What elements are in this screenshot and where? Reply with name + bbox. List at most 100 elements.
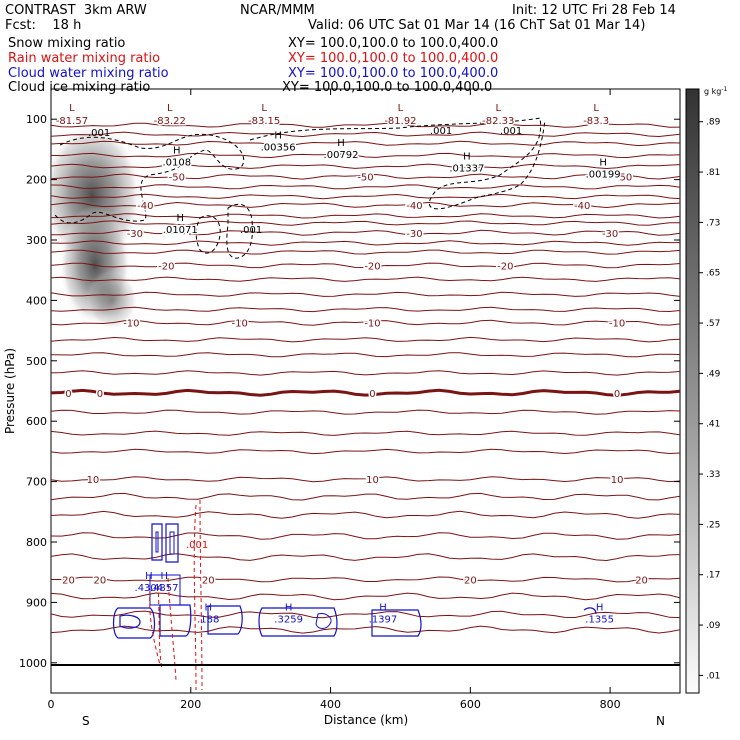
y-tick-label: 900 (26, 596, 47, 609)
y-tick-label: 800 (26, 536, 47, 549)
colorbar (685, 88, 700, 694)
field-name-cloud-ice: Cloud ice mixing ratio (8, 80, 151, 95)
cloud-water-max-value: .1397 (369, 615, 398, 626)
colorbar-tick-label: .41 (706, 420, 720, 430)
temperature-min-marker: L (495, 103, 501, 114)
field-xy-rain: XY= 100.0,100.0 to 100.0,400.0 (288, 51, 499, 66)
isotherm-label: -10 (232, 319, 248, 330)
colorbar-tick-label: .57 (706, 319, 720, 329)
cloud-ice-max-marker: H (177, 213, 185, 224)
temperature-min-value: -81.92 (384, 116, 416, 127)
cloud-ice-contour (226, 203, 253, 259)
isotherm-line (51, 409, 680, 415)
field-name-cloud-water: Cloud water mixing ratio (8, 66, 169, 81)
cloud-water-max-value: .1355 (585, 615, 614, 626)
x-tick-label: 200 (180, 698, 201, 711)
cloud-water-contour (207, 605, 243, 635)
colorbar-tick-label: .17 (706, 571, 720, 581)
south-end-label: S (82, 714, 90, 728)
rain-contour-label: .001 (186, 540, 208, 551)
isotherm-label: 20 (635, 575, 648, 586)
isotherm-label: -20 (497, 261, 513, 272)
isotherm-label: -20 (158, 261, 174, 272)
valid-time: Valid: 06 UTC Sat 01 Mar 14 (16 ChT Sat … (308, 18, 646, 33)
temperature-min-marker: L (261, 103, 267, 114)
rain-contour (157, 585, 163, 671)
cloud-ice-contour-label: .001 (88, 128, 110, 139)
y-tick-label: 100 (26, 113, 47, 126)
rain-contour (149, 589, 161, 666)
cloud-water-max-marker: H (379, 603, 387, 614)
isotherm-label: 20 (62, 575, 75, 586)
y-tick-label: 600 (26, 415, 47, 428)
rain-contour (199, 499, 203, 691)
cloud-ice-max-marker: H (463, 152, 471, 163)
cloud-water-max-marker: H (285, 603, 293, 614)
isotherm-line (51, 476, 680, 483)
isotherm-label: -50 (357, 173, 373, 184)
y-tick-label: 400 (26, 294, 47, 307)
isotherm-line (51, 592, 680, 601)
cloud-ice-max-marker: H (599, 158, 607, 169)
isotherm-label: -20 (364, 261, 380, 272)
colorbar-unit: g kg-1 (704, 86, 728, 96)
temperature-min-marker: L (593, 103, 599, 114)
colorbar-tick-label: .49 (706, 369, 721, 379)
isotherm-line (51, 201, 680, 209)
isotherm-lines (51, 122, 680, 634)
isotherm-label: 20 (464, 575, 477, 586)
isotherm-line (51, 173, 680, 180)
y-tick-label: 300 (26, 234, 47, 247)
isotherm-label: -50 (169, 173, 185, 184)
temperature-min-marker: L (398, 103, 404, 114)
isotherm-label: 0 (97, 389, 103, 400)
isotherm-label: -40 (574, 201, 590, 212)
colorbar-tick-label: .33 (706, 470, 720, 480)
colorbar-unit-base: g kg (704, 87, 721, 96)
isotherm-line (51, 576, 680, 583)
cloud-water-contour (258, 607, 338, 637)
temperature-min-value: -83.15 (248, 116, 280, 127)
cloud-water-max-marker: H (160, 571, 168, 582)
temperature-min-value: -82.33 (482, 116, 514, 127)
y-tick-label: 1000 (19, 657, 47, 670)
isotherm-line (51, 213, 680, 219)
rain-contour (193, 504, 197, 691)
cloud-ice-max-value: .0108 (162, 157, 191, 168)
temperature-min-value: -83.22 (154, 116, 186, 127)
x-tick-label: 800 (600, 698, 621, 711)
isotherm-line (51, 352, 680, 358)
isotherm-line (51, 152, 680, 159)
isotherm-line (51, 131, 680, 138)
snow-blob (86, 270, 138, 330)
cloud-water-contour (159, 604, 192, 637)
isotherm-label: -10 (123, 319, 139, 330)
y-tick-label: 500 (26, 355, 47, 368)
cloud-ice-contour (195, 215, 221, 254)
plot-frame (50, 88, 681, 694)
field-xy-cloud-ice: XY= 100.0,100.0 to 100.0,400.0 (282, 80, 493, 95)
cloud-water-contour (112, 607, 156, 639)
cloud-water-contour (155, 531, 175, 555)
cloud-water-contours (112, 523, 597, 639)
colorbar-unit-exp: -1 (721, 86, 727, 93)
isotherm-label: -10 (609, 319, 625, 330)
isotherm-label: -50 (616, 173, 632, 184)
isotherm-line (51, 553, 680, 562)
snow-shading (51, 123, 142, 330)
cloud-water-contour (119, 614, 141, 629)
cloud-ice-max-marker: H (274, 130, 282, 141)
isotherm-line (51, 240, 680, 246)
isotherm-line (51, 193, 680, 200)
isotherm-label: -30 (406, 229, 422, 240)
isotherm-label: 0 (369, 389, 375, 400)
isotherm-line (51, 370, 680, 376)
isotherm-line (51, 319, 680, 326)
isotherm-label: -40 (406, 201, 422, 212)
field-xy-cloud-water: XY= 100.0,100.0 to 100.0,400.0 (288, 66, 499, 81)
cloud-ice-max-value: .00356 (261, 142, 296, 153)
cloud-ice-max-value: .00199 (586, 170, 621, 181)
cloud-water-contour (371, 609, 422, 637)
